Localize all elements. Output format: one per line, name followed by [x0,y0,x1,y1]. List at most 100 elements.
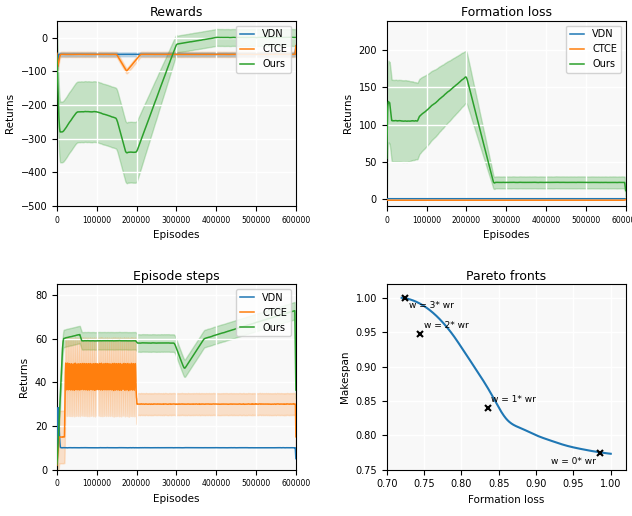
Ours [292,35,300,41]
Title: Rewards: Rewards [150,7,203,20]
VDN [197,51,204,57]
CTCE [197,401,204,407]
Line: Ours: Ours [387,77,626,190]
Title: Episode steps: Episode steps [133,270,220,283]
Ours [292,387,300,393]
VDN [559,196,567,202]
Ours [197,37,204,43]
VDN [54,405,62,411]
VDN [458,196,465,202]
X-axis label: Formation loss: Formation loss [468,495,544,505]
Ours [75,332,82,338]
Ours [250,320,257,327]
Ours [59,349,66,356]
Ours [53,53,61,59]
VDN [53,54,61,60]
CTCE [75,381,82,388]
VDN [75,51,82,57]
CTCE [197,51,204,57]
VDN [526,196,534,202]
Ours [526,179,534,185]
X-axis label: Episodes: Episodes [153,231,200,240]
X-axis label: Episodes: Episodes [483,231,530,240]
Line: Ours: Ours [57,311,296,464]
VDN [59,445,66,451]
Text: w = 3* wr: w = 3* wr [409,301,454,310]
Ours [396,118,403,124]
VDN [250,445,257,451]
CTCE [53,462,61,469]
VDN [250,51,257,57]
Ours [288,34,295,40]
VDN [59,51,66,57]
Y-axis label: Returns: Returns [19,357,29,397]
Line: CTCE: CTCE [57,46,296,71]
VDN [580,196,587,202]
Ours [142,340,149,346]
Text: w = 1* wr: w = 1* wr [491,395,536,405]
VDN [622,196,629,202]
Ours [383,155,391,162]
Ours [250,35,257,41]
CTCE [250,51,257,57]
Ours [622,187,629,194]
Ours [404,118,412,124]
CTCE [383,197,391,203]
Ours [291,308,298,314]
CTCE [404,197,412,203]
CTCE [292,43,300,49]
VDN [396,196,403,202]
CTCE [292,434,300,440]
CTCE [580,197,587,203]
X-axis label: Episodes: Episodes [153,494,200,504]
Text: w = 2* wr: w = 2* wr [424,321,469,330]
Line: VDN: VDN [57,408,296,459]
VDN [54,63,61,69]
Line: VDN: VDN [57,46,296,66]
VDN [383,196,391,202]
Line: Ours: Ours [57,37,296,153]
CTCE [388,197,396,203]
Y-axis label: Returns: Returns [343,93,353,134]
Y-axis label: Makespan: Makespan [340,350,349,403]
CTCE [66,368,74,374]
Text: w = 0* wr: w = 0* wr [551,457,596,465]
Ours [142,124,150,130]
VDN [66,51,74,57]
VDN [292,43,300,49]
Ours [66,334,73,340]
VDN [197,445,204,451]
Ours [59,129,66,135]
VDN [404,196,412,202]
VDN [292,456,300,462]
Ours [197,341,204,347]
Ours [580,179,587,185]
Title: Formation loss: Formation loss [461,7,552,20]
CTCE [59,434,66,440]
VDN [142,445,150,451]
VDN [53,451,61,457]
Ours [472,109,480,116]
VDN [66,445,74,451]
VDN [472,196,480,202]
Ours [462,74,470,80]
Ours [123,150,131,156]
Legend: VDN, CTCE, Ours: VDN, CTCE, Ours [236,289,291,336]
Ours [66,119,73,125]
VDN [75,445,82,451]
CTCE [518,197,525,203]
Y-axis label: Returns: Returns [5,93,15,134]
CTCE [471,197,479,203]
CTCE [75,51,82,57]
CTCE [526,197,534,203]
Legend: VDN, CTCE, Ours: VDN, CTCE, Ours [566,25,621,73]
CTCE [62,360,70,366]
Ours [75,109,82,115]
CTCE [142,401,150,407]
CTCE [123,68,130,74]
VDN [388,196,396,202]
CTCE [142,51,150,57]
CTCE [53,50,61,56]
VDN [142,51,150,57]
CTCE [250,401,257,407]
